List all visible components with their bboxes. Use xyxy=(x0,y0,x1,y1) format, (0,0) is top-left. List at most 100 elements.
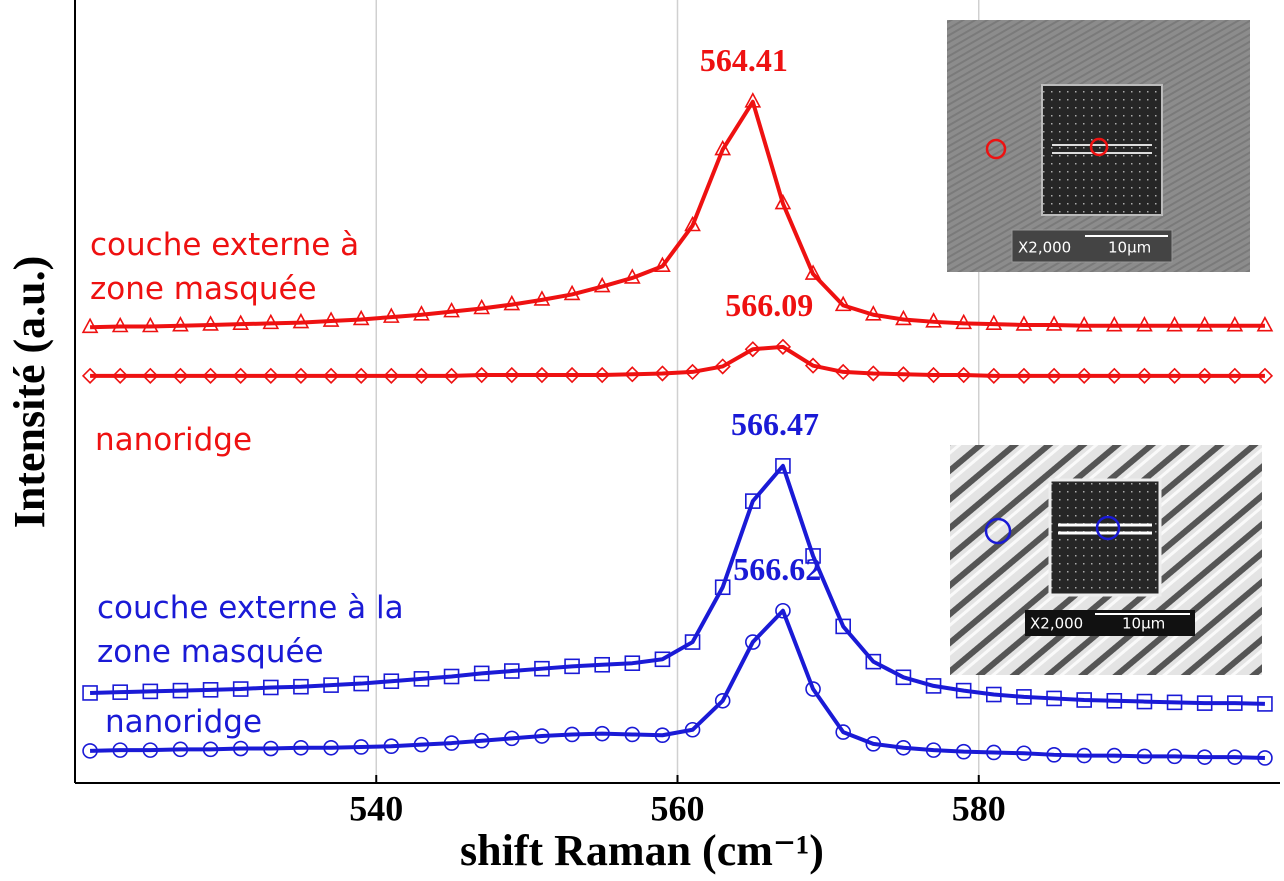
data-point xyxy=(383,673,400,690)
data-point xyxy=(82,685,98,701)
data-point xyxy=(81,317,99,334)
data-point xyxy=(232,681,249,697)
data-point xyxy=(1076,692,1092,708)
data-point xyxy=(775,602,791,619)
data-point xyxy=(443,735,460,751)
fit-line xyxy=(90,344,1265,378)
data-point xyxy=(1015,315,1033,331)
data-point xyxy=(986,744,1002,761)
data-point xyxy=(985,367,1002,384)
data-point xyxy=(1136,693,1153,710)
data-point xyxy=(654,727,671,744)
data-point xyxy=(805,681,821,697)
data-point xyxy=(232,740,249,757)
data-point xyxy=(744,92,762,108)
data-point xyxy=(1166,694,1183,711)
data-point xyxy=(925,312,942,328)
data-point xyxy=(293,739,309,756)
data-point xyxy=(1226,316,1244,332)
data-point xyxy=(1106,692,1123,709)
data-point xyxy=(473,665,490,682)
data-point xyxy=(262,367,279,384)
data-point xyxy=(232,314,250,330)
data-point xyxy=(1075,316,1093,332)
data-point xyxy=(473,298,491,315)
y-axis-label: Intensité (a.u.) xyxy=(5,256,54,529)
data-point xyxy=(1106,747,1123,764)
data-point xyxy=(955,743,972,760)
data-point xyxy=(533,366,551,384)
inset-image: X2,000 10μm xyxy=(947,20,1250,272)
data-point xyxy=(623,268,641,284)
data-point xyxy=(353,675,369,692)
data-point xyxy=(1136,367,1153,384)
data-point xyxy=(141,316,159,333)
data-point xyxy=(352,309,370,326)
data-point xyxy=(172,367,189,384)
data-point xyxy=(1196,316,1214,332)
data-point xyxy=(563,284,581,301)
data-point xyxy=(594,725,610,742)
inset-magnification: X2,000 xyxy=(1030,615,1083,633)
data-point xyxy=(774,193,792,210)
data-point xyxy=(654,651,671,668)
data-point xyxy=(684,634,701,650)
data-point xyxy=(1046,747,1062,763)
peak-label: 566.09 xyxy=(725,287,813,323)
data-point xyxy=(172,316,189,332)
data-point xyxy=(1256,367,1274,384)
x-tick-label: 560 xyxy=(651,788,705,828)
data-point xyxy=(1076,747,1092,764)
data-point xyxy=(1016,745,1032,762)
data-point xyxy=(745,634,761,650)
series-label: nanoridge xyxy=(95,422,253,458)
data-point xyxy=(1136,316,1153,332)
data-point xyxy=(564,658,580,675)
data-point xyxy=(925,678,942,694)
data-point xyxy=(985,314,1003,330)
inset-magnification: X2,000 xyxy=(1018,239,1071,257)
data-point xyxy=(323,677,339,693)
inset-image: X2,000 10μm xyxy=(950,445,1262,675)
data-point xyxy=(112,367,129,384)
data-point xyxy=(1166,748,1183,765)
data-point xyxy=(955,313,973,330)
data-point xyxy=(172,682,189,699)
peak-label: 564.41 xyxy=(700,42,788,78)
data-point xyxy=(322,367,340,384)
data-point xyxy=(1256,316,1274,332)
data-point xyxy=(172,741,189,758)
data-point xyxy=(835,363,852,381)
data-point xyxy=(1046,690,1062,707)
data-point xyxy=(745,493,761,509)
data-point xyxy=(142,683,159,700)
data-point xyxy=(112,684,128,700)
data-point xyxy=(443,668,460,685)
data-point xyxy=(865,365,882,382)
peak-label: 566.62 xyxy=(733,551,821,587)
data-point xyxy=(202,682,219,698)
data-point xyxy=(1257,696,1273,712)
data-point xyxy=(654,365,671,382)
data-point xyxy=(202,315,219,331)
data-point xyxy=(955,682,972,699)
data-point xyxy=(834,295,852,312)
data-point xyxy=(473,366,490,384)
data-point xyxy=(624,366,641,383)
data-point xyxy=(1016,689,1032,705)
data-point xyxy=(1226,367,1243,384)
data-point xyxy=(503,366,520,384)
data-point xyxy=(232,367,249,384)
inset-scale: 10μm xyxy=(1108,239,1151,257)
data-point xyxy=(563,366,581,384)
data-point xyxy=(262,313,280,330)
data-point xyxy=(202,741,219,758)
data-point xyxy=(534,660,550,677)
data-point xyxy=(503,294,521,311)
data-point xyxy=(353,367,370,384)
data-point xyxy=(322,311,340,327)
data-point xyxy=(684,363,701,381)
data-point xyxy=(1105,316,1123,332)
data-point xyxy=(142,742,159,758)
data-point xyxy=(895,669,912,686)
